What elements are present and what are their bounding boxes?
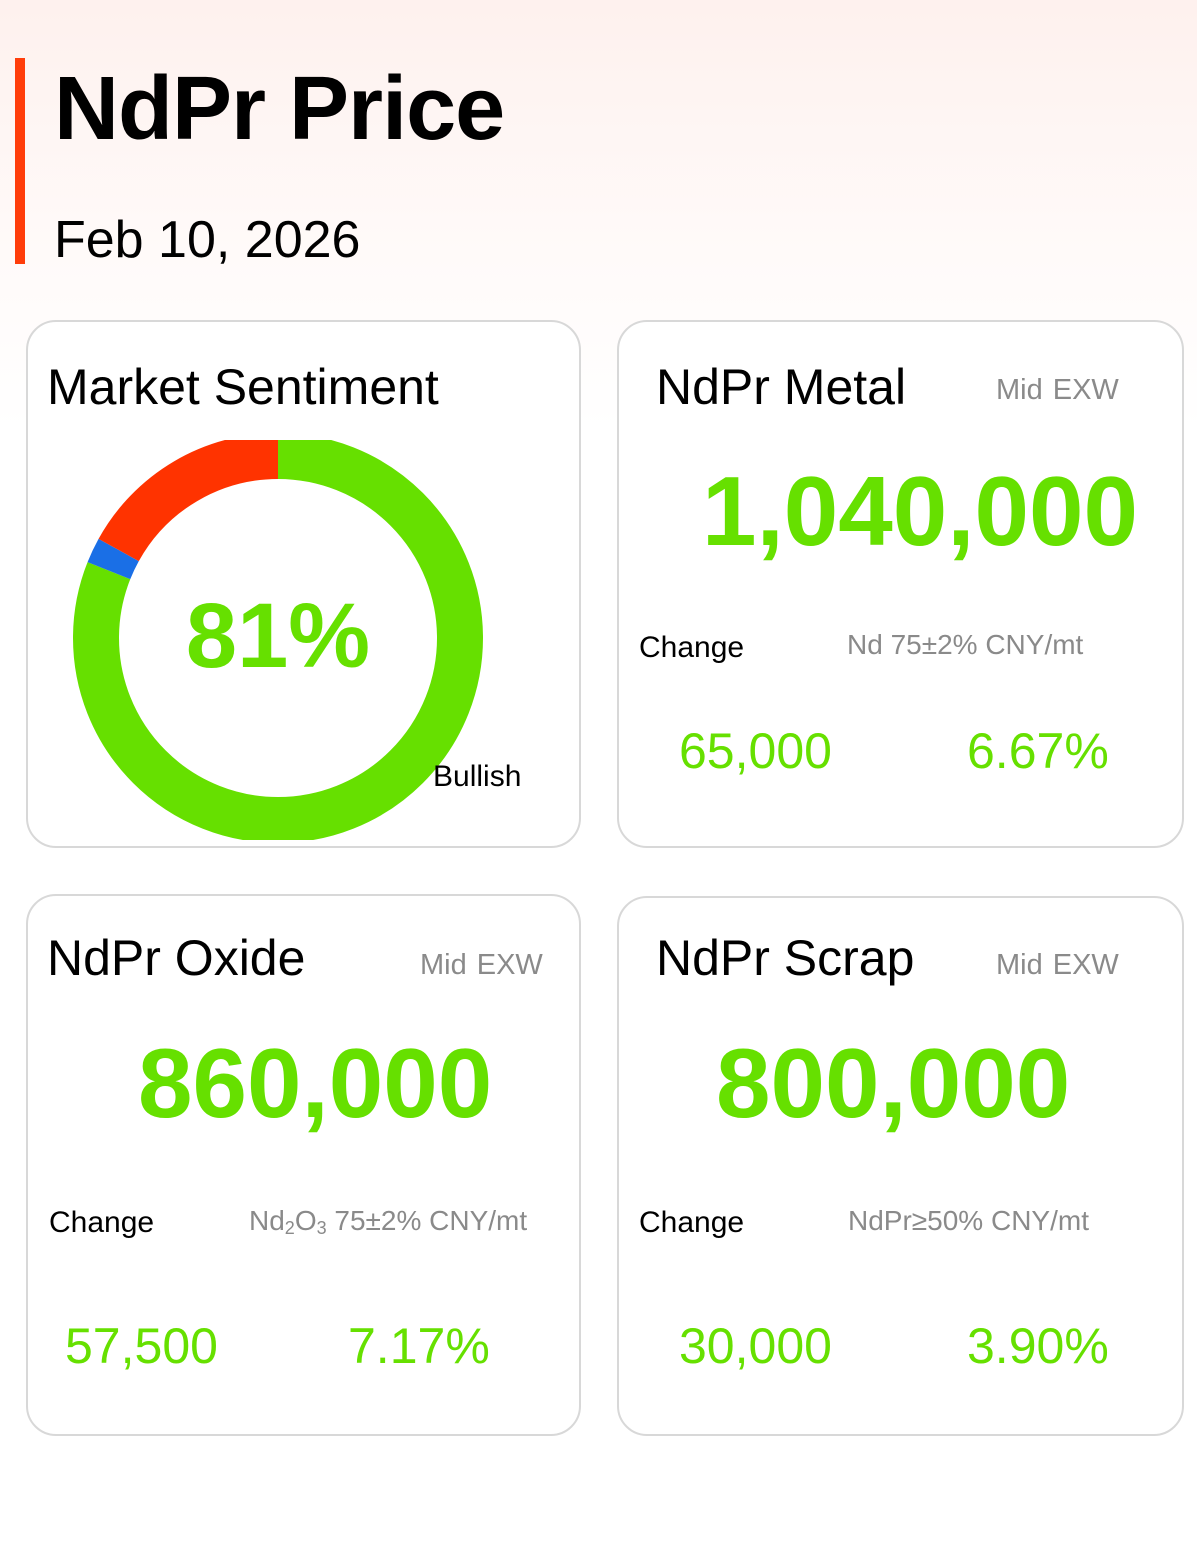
metal-change-amount: 65,000 [679, 723, 832, 779]
scrap-card [617, 896, 1184, 1436]
scrap-change-amount: 30,000 [679, 1318, 832, 1374]
oxide-price-basis: Mid EXW [420, 951, 543, 980]
metal-change-percent: 6.67% [967, 723, 1109, 779]
scrap-title: NdPr Scrap [656, 930, 915, 986]
metal-change-label: Change [639, 631, 745, 664]
oxide-title: NdPr Oxide [47, 930, 306, 986]
oxide-spec: Nd2O3 75±2% CNY/mt [249, 1205, 528, 1238]
sentiment-title: Market Sentiment [47, 359, 439, 415]
oxide-card [26, 894, 581, 1436]
sentiment-donut-chart [73, 440, 483, 840]
metal-spec: Nd 75±2% CNY/mt [847, 629, 1084, 660]
scrap-change-label: Change [639, 1206, 745, 1239]
scrap-price-basis: Mid EXW [996, 951, 1119, 980]
oxide-mid-label: Mid [420, 949, 467, 981]
donut-segment-bearish [73, 440, 483, 840]
sentiment-percent: 81% [185, 585, 371, 687]
metal-title: NdPr Metal [656, 359, 907, 415]
metal-price: 1,040,000 [702, 456, 1138, 566]
sentiment-legend-label: Bullish [433, 760, 522, 793]
scrap-exw-label: EXW [1052, 949, 1119, 981]
metal-mid-label: Mid [996, 374, 1043, 406]
title-accent-bar [15, 58, 25, 264]
metal-exw-label: EXW [1052, 374, 1119, 406]
metal-card [617, 320, 1184, 848]
scrap-price: 800,000 [716, 1028, 1071, 1138]
scrap-mid-label: Mid [996, 949, 1043, 981]
oxide-change-label: Change [49, 1206, 155, 1239]
oxide-change-percent: 7.17% [348, 1318, 490, 1374]
scrap-spec: NdPr≥50% CNY/mt [848, 1205, 1089, 1236]
oxide-price: 860,000 [138, 1028, 493, 1138]
page-date: Feb 10, 2026 [54, 211, 361, 269]
scrap-change-percent: 3.90% [967, 1318, 1109, 1374]
oxide-change-amount: 57,500 [65, 1318, 218, 1374]
oxide-exw-label: EXW [476, 949, 543, 981]
page-title: NdPr Price [54, 59, 505, 159]
metal-price-basis: Mid EXW [996, 376, 1119, 405]
